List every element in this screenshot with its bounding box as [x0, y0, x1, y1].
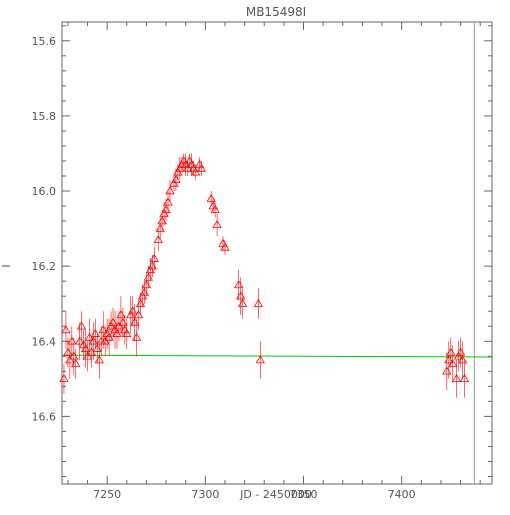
x-tick-label: 7300 [191, 488, 219, 501]
model-line [61, 354, 493, 358]
data-point [90, 328, 101, 337]
data-point [457, 355, 468, 364]
data-point [71, 359, 81, 368]
data-point [459, 374, 470, 383]
plot-frame [61, 21, 493, 485]
y-tick-label: 15.8 [32, 110, 57, 123]
x-tick-label: 7250 [93, 488, 121, 501]
data-point [59, 374, 69, 383]
data-points [59, 153, 470, 398]
data-point [253, 298, 264, 307]
y-tick-label: 16.2 [32, 260, 57, 273]
y-axis: 15.6 15.8 16.0 16.2 16.4 16.6 [32, 25, 492, 477]
data-point [131, 332, 142, 341]
data-point [61, 325, 71, 334]
y-axis-label: I [0, 264, 13, 267]
x-axis: 7250 7300 7350 7400 [67, 22, 481, 501]
data-point [76, 321, 87, 330]
data-point [255, 355, 266, 364]
y-tick-label: 16.6 [32, 410, 57, 423]
model-line-layer [61, 354, 493, 358]
data-point [220, 242, 230, 251]
data-point [448, 359, 458, 368]
y-tick-label: 15.6 [32, 35, 57, 48]
y-tick-label: 16.0 [32, 185, 57, 198]
chart-title: MB15498I [246, 5, 306, 19]
data-point [196, 163, 207, 172]
y-tick-label: 16.4 [32, 335, 57, 348]
x-tick-label: 7350 [290, 488, 318, 501]
data-point [451, 374, 462, 383]
data-point [122, 328, 132, 337]
data-point [94, 355, 105, 364]
data-point [237, 298, 248, 307]
data-point [210, 205, 220, 214]
data-point [165, 186, 175, 195]
x-tick-label: 7400 [388, 488, 416, 501]
data-point [206, 193, 216, 202]
data-point [212, 220, 222, 229]
x-axis-label: JD - 2450000 [239, 488, 312, 501]
data-point [149, 253, 159, 262]
